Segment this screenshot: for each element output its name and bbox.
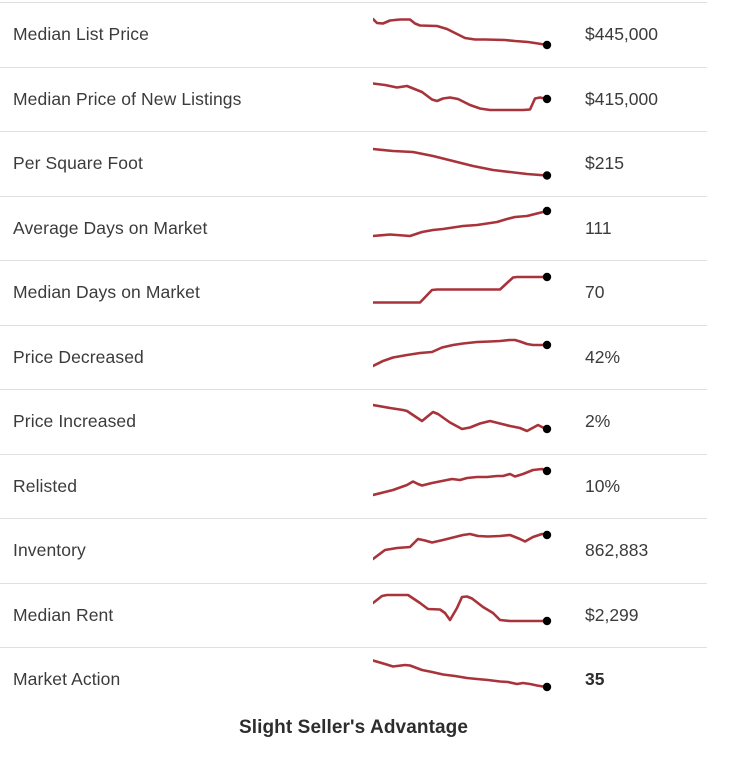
trend-sparkline	[373, 271, 557, 315]
market-stats-table: Median List Price $445,000 Median Price …	[0, 2, 707, 712]
trend-sparkline	[373, 593, 557, 637]
trend-sparkline	[373, 400, 557, 444]
sparkline-line	[373, 403, 549, 433]
sparkline-line	[373, 147, 549, 177]
trend-sparkline	[373, 77, 557, 121]
metric-value: $215	[585, 153, 624, 174]
metric-value: 111	[585, 217, 612, 238]
sparkline-chart	[373, 658, 552, 691]
metric-value: $445,000	[585, 24, 658, 45]
sparkline-endpoint-dot	[542, 272, 552, 281]
sparkline-endpoint-dot	[542, 617, 552, 626]
sparkline-endpoint-dot	[542, 467, 552, 476]
metric-label: Median Rent	[13, 604, 114, 625]
sparkline-endpoint-dot	[542, 424, 552, 433]
trend-sparkline	[373, 142, 557, 186]
metric-value: 70	[585, 282, 605, 303]
metric-label: Per Square Foot	[13, 153, 143, 174]
metric-value: 10%	[585, 475, 621, 496]
table-row: Median List Price $445,000	[0, 2, 707, 67]
metric-value: 2%	[585, 411, 611, 432]
metric-label: Median Days on Market	[13, 282, 200, 303]
metric-value: $2,299	[585, 604, 639, 625]
sparkline-endpoint-dot	[542, 171, 552, 180]
table-row: Price Decreased 42%	[0, 324, 707, 390]
metric-label: Price Decreased	[13, 346, 144, 367]
table-row: Median Rent $2,299	[0, 582, 707, 648]
sparkline-line	[373, 82, 549, 112]
sparkline-line	[373, 532, 549, 561]
sparkline-endpoint-dot	[542, 341, 552, 350]
sparkline-chart	[373, 147, 552, 180]
sparkline-chart	[373, 338, 552, 368]
table-row: Price Increased 2%	[0, 389, 707, 454]
sparkline-chart	[373, 530, 552, 561]
sparkline-chart	[373, 207, 552, 238]
trend-sparkline	[373, 335, 557, 379]
sparkline-endpoint-dot	[542, 207, 552, 216]
metric-label: Market Action	[13, 669, 121, 690]
table-row: Median Price of New Listings $415,000	[0, 66, 707, 132]
metric-value: $415,000	[585, 88, 658, 109]
metric-label: Relisted	[13, 475, 78, 496]
table-row: Inventory 862,883	[0, 518, 707, 583]
sparkline-line	[373, 209, 549, 238]
sparkline-line	[373, 593, 549, 623]
sparkline-endpoint-dot	[542, 40, 552, 49]
sparkline-line	[373, 338, 549, 368]
sparkline-endpoint-dot	[542, 682, 552, 691]
sparkline-chart	[373, 467, 552, 497]
sparkline-line	[373, 467, 549, 497]
trend-sparkline	[373, 464, 557, 508]
sparkline-line	[373, 275, 549, 304]
sparkline-endpoint-dot	[542, 95, 552, 104]
metric-label: Price Increased	[13, 411, 137, 432]
sparkline-chart	[373, 82, 552, 112]
market-action-status: Slight Seller's Advantage	[238, 716, 469, 738]
metric-label: Inventory	[13, 540, 86, 561]
sparkline-line	[373, 658, 549, 689]
trend-sparkline	[373, 658, 557, 702]
table-row: Median Days on Market 70	[0, 260, 707, 325]
table-row: Average Days on Market 111	[0, 195, 707, 261]
metric-value: 35	[585, 669, 605, 690]
trend-sparkline	[373, 206, 557, 250]
sparkline-chart	[373, 593, 552, 626]
metric-value: 42%	[585, 346, 621, 367]
trend-sparkline	[373, 13, 557, 57]
trend-sparkline	[373, 529, 557, 573]
metric-label: Average Days on Market	[13, 217, 208, 238]
sparkline-line	[373, 17, 549, 47]
metric-label: Median Price of New Listings	[13, 88, 242, 109]
sparkline-chart	[373, 17, 552, 49]
table-row: Market Action 35	[0, 647, 707, 712]
sparkline-chart	[373, 272, 552, 304]
sparkline-endpoint-dot	[542, 530, 552, 539]
metric-label: Median List Price	[13, 24, 149, 45]
sparkline-chart	[373, 403, 552, 433]
table-row: Per Square Foot $215	[0, 131, 707, 196]
table-row: Relisted 10%	[0, 453, 707, 519]
metric-value: 862,883	[585, 540, 649, 561]
